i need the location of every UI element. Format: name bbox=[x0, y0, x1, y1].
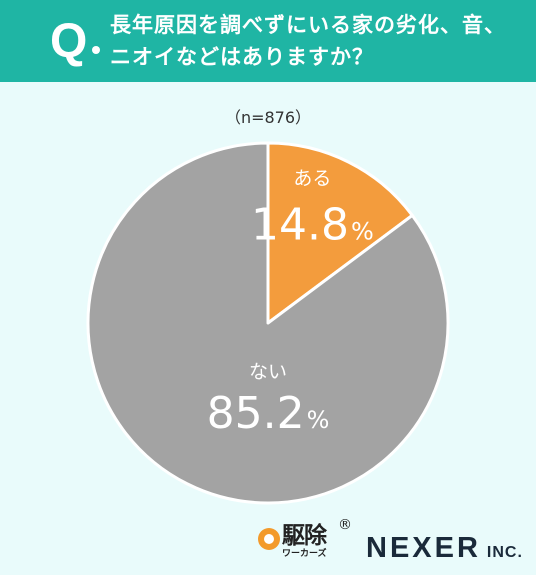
nexer-logo-text: NEXER bbox=[366, 532, 481, 564]
slice-category-label: ある bbox=[293, 168, 331, 190]
kujo-logo-text: 駆除 bbox=[282, 523, 327, 549]
question-text: 長年原因を調べずにいる家の劣化、音、 ニオイなどはありますか？ bbox=[110, 9, 520, 73]
q-mark: Q bbox=[50, 15, 88, 68]
slice-category-label: ない bbox=[249, 361, 287, 383]
nexer-logo-subtext: INC. bbox=[486, 544, 523, 561]
kujo-workers-logo: 駆除 ワーカーズ ® bbox=[258, 517, 358, 561]
pie-slice-1 bbox=[266, 141, 414, 325]
kujo-logo-subtext: ワーカーズ bbox=[282, 549, 327, 559]
q-dot bbox=[92, 46, 100, 54]
registered-mark: ® bbox=[338, 517, 352, 533]
kujo-logo-icon bbox=[258, 528, 280, 550]
sample-size: （n=876） bbox=[224, 108, 312, 127]
question-line-1: 長年原因を調べずにいる家の劣化、音、 bbox=[110, 13, 506, 37]
nexer-logo: NEXER INC. bbox=[366, 532, 523, 565]
question-header: Q 長年原因を調べずにいる家の劣化、音、 ニオイなどはありますか？ bbox=[0, 0, 536, 82]
pie-slice-2 bbox=[86, 141, 450, 505]
slice-percent-unit: % bbox=[307, 406, 330, 434]
question-line-2: ニオイなどはありますか？ bbox=[110, 45, 374, 69]
slice-percentage-label: 14.8% bbox=[251, 200, 374, 251]
slice-percent-unit: % bbox=[351, 218, 374, 246]
